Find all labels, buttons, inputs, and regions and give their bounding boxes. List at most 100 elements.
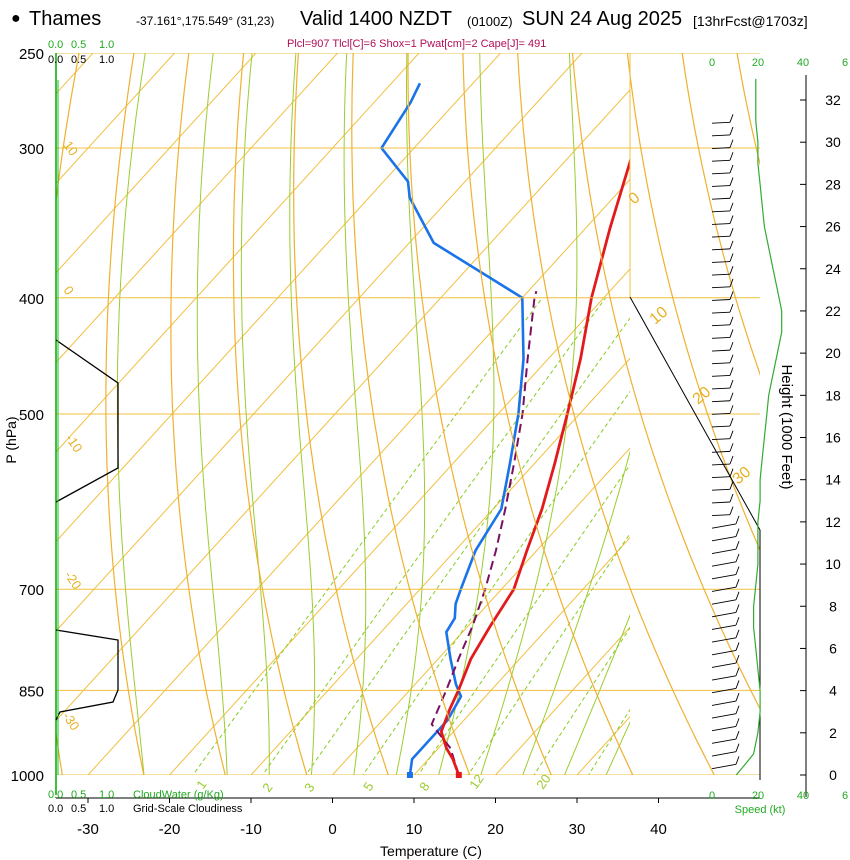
wind-barb-feather: [729, 139, 734, 148]
x-tick-label: -20: [159, 821, 181, 838]
cloudiness-line-lower: [55, 629, 119, 721]
wind-barb-staff: [711, 561, 737, 567]
height-tick-label: 24: [825, 261, 841, 277]
top-cloudiness-scale: 1.0: [99, 54, 114, 66]
wind-barb: [711, 680, 740, 694]
wind-barb: [711, 642, 740, 656]
wind-barb: [711, 443, 734, 453]
wind-barb-staff: [711, 687, 737, 694]
wind-barb-staff: [711, 650, 737, 656]
moist-adiabat-line: [395, 53, 426, 775]
speed-tick-top: 0: [709, 57, 715, 69]
wind-barb: [711, 718, 740, 732]
utc-time: (0100Z): [467, 14, 513, 29]
speed-tick-bottom: 40: [797, 790, 809, 802]
wind-barb: [711, 379, 734, 390]
dry-adiabat-line: [681, 53, 760, 376]
wind-barb: [711, 455, 734, 466]
x-tick-label: 30: [569, 821, 586, 838]
wind-barb-staff: [711, 362, 731, 365]
bottom-cloudwater-scale: 0.0: [48, 789, 63, 801]
wind-barb-staff: [711, 548, 737, 554]
x-tick-label: 0: [328, 821, 336, 838]
wind-barb-feather: [735, 541, 740, 550]
wind-barb: [711, 253, 734, 263]
wind-barb-staff: [711, 147, 731, 149]
wind-barb-staff: [711, 751, 737, 757]
height-tick-label: 10: [825, 556, 841, 572]
speed-axis-label: Speed (kt): [735, 804, 786, 816]
wind-barb-staff: [711, 349, 731, 352]
speed-tick-top: 20: [752, 57, 764, 69]
mixing-ratio-line: [533, 627, 630, 775]
top-cloudwater-scale: 0.5: [71, 39, 86, 51]
moist-adiabat-line: [240, 53, 270, 775]
wind-barb: [711, 481, 734, 491]
wind-barb: [711, 139, 734, 149]
height-tick-label: 18: [825, 387, 841, 403]
wind-barb-feather: [729, 240, 734, 250]
wind-barb-feather: [735, 680, 740, 689]
wind-barb-staff: [711, 273, 731, 276]
wind-barb: [711, 493, 734, 504]
wind-barb-staff: [711, 738, 737, 744]
isotherm-line: [56, 53, 257, 274]
pressure-tick-label: 400: [19, 291, 44, 308]
wind-barb-staff: [711, 536, 737, 542]
cloudiness-line-upper: [55, 339, 119, 503]
x-tick-label: -30: [77, 821, 99, 838]
wind-barb-staff: [711, 514, 731, 516]
wind-barb-feather: [735, 528, 740, 537]
wind-barb-feather: [729, 405, 734, 414]
wind-panel-boundary: [629, 296, 761, 780]
sounding-params: Plcl=907 Tlcl[C]=6 Shox=1 Pwat[cm]=2 Cap…: [287, 38, 547, 50]
wind-barb-feather: [735, 718, 740, 727]
wind-barb-feather: [729, 430, 734, 439]
wind-barb: [711, 616, 740, 630]
wind-barb-feather: [729, 114, 734, 123]
wind-barb-staff: [711, 261, 731, 263]
bottom-cloudiness-scale: 1.0: [99, 803, 114, 815]
speed-tick-bottom: 20: [752, 790, 764, 802]
wind-barb: [711, 468, 734, 479]
wind-barb-staff: [711, 172, 731, 175]
pressure-tick-label: 700: [19, 582, 44, 599]
wind-barb: [711, 692, 740, 706]
pressure-tick-label: 500: [19, 407, 44, 424]
mixing-ratio-line: [467, 532, 630, 775]
height-tick-label: 20: [825, 345, 841, 361]
dry-adiabat-line: [232, 53, 308, 775]
wind-barb-staff: [711, 159, 731, 162]
location-name: Thames: [29, 8, 102, 30]
wind-barb-feather: [729, 493, 734, 503]
wind-barb: [711, 405, 734, 415]
wind-barb: [711, 329, 734, 339]
top-cloudiness-scale: 0.0: [48, 54, 63, 66]
wind-barb-staff: [711, 700, 737, 706]
wind-barb-feather: [729, 455, 734, 465]
x-tick-label: 40: [650, 821, 667, 838]
height-tick-label: 32: [825, 92, 841, 108]
wind-barb-staff: [711, 248, 731, 251]
speed-tick-bottom: 0: [709, 790, 715, 802]
mixing-ratio-line: [587, 708, 630, 775]
wind-barb-staff: [711, 463, 731, 466]
mixing-ratio-label: 12: [466, 771, 487, 791]
isotherm-label: 10: [61, 138, 82, 158]
dry-adiabat-label: 20: [690, 384, 715, 409]
mixing-ratio-line: [192, 297, 543, 775]
mixing-ratio-line: [417, 464, 630, 775]
wind-barb: [711, 291, 734, 301]
moist-adiabat-line: [438, 53, 495, 775]
wind-barb-feather: [729, 379, 734, 389]
wind-barb-feather: [729, 506, 734, 515]
wind-barb-staff: [711, 713, 737, 719]
dry-adiabat-line: [105, 53, 145, 775]
wind-barb: [711, 354, 734, 365]
isotherm-label: -10: [63, 431, 86, 455]
wind-barb-feather: [729, 417, 734, 427]
wind-barb-feather: [735, 579, 740, 588]
mixing-ratio-label: 20: [533, 771, 554, 791]
parcel-line: [430, 290, 538, 775]
